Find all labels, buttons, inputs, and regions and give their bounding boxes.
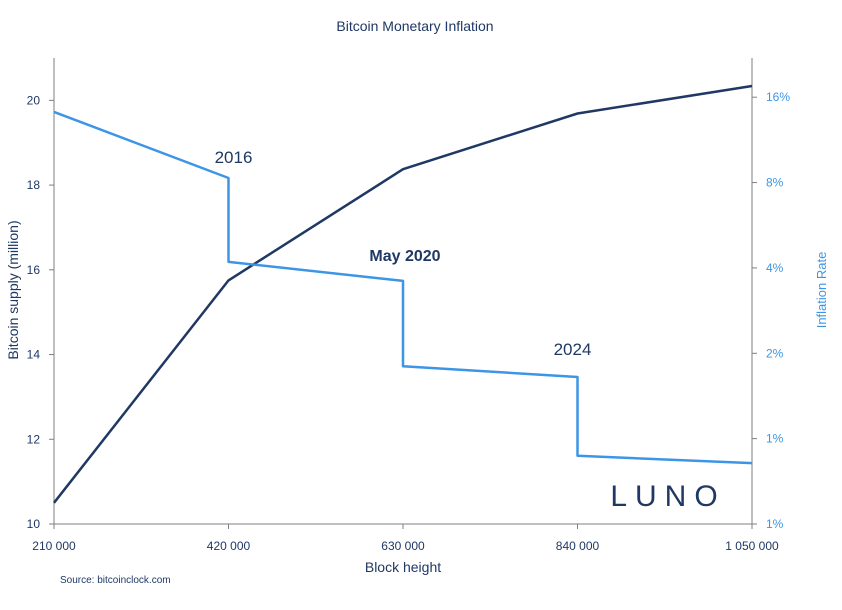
- right-tick-label: 8%: [766, 176, 784, 190]
- right-axis-ticks: 1% 1% 2% 4% 8% 16%: [752, 90, 790, 531]
- left-tick-label: 10: [27, 517, 41, 531]
- right-tick-label: 1%: [766, 432, 784, 446]
- y-axis-label-left: Bitcoin supply (million): [5, 220, 21, 359]
- annotation-label: 2016: [215, 148, 253, 167]
- left-tick-label: 20: [27, 93, 41, 107]
- luno-logo: LUNO: [610, 480, 725, 513]
- annotation-label: 2024: [554, 340, 592, 359]
- x-tick-label: 1 050 000: [725, 539, 779, 553]
- x-axis-label: Block height: [365, 559, 441, 575]
- supply-line: [53, 84, 753, 504]
- inflation-line: [53, 110, 753, 465]
- right-tick-label: 16%: [766, 90, 790, 104]
- annotations: 2016 May 2020 2024: [215, 148, 592, 359]
- annotation-label: May 2020: [369, 248, 440, 265]
- left-tick-label: 14: [27, 348, 41, 362]
- left-axis-ticks: 10 12 14 16 18 20: [27, 93, 54, 531]
- right-tick-label: 2%: [766, 346, 784, 360]
- chart-title: Bitcoin Monetary Inflation: [336, 18, 493, 34]
- x-axis-ticks: 210 000 420 000 630 000 840 000 1 050 000: [32, 524, 779, 553]
- right-tick-label: 1%: [766, 517, 784, 531]
- source-note: Source: bitcoinclock.com: [60, 575, 171, 586]
- x-tick-label: 420 000: [207, 539, 251, 553]
- right-tick-label: 4%: [766, 261, 784, 275]
- left-tick-label: 16: [27, 263, 41, 277]
- y-axis-label-right: Inflation Rate: [814, 252, 829, 329]
- x-tick-label: 840 000: [556, 539, 600, 553]
- series-lines: [53, 84, 753, 504]
- left-tick-label: 12: [27, 432, 41, 446]
- x-tick-label: 210 000: [32, 539, 76, 553]
- left-tick-label: 18: [27, 178, 41, 192]
- x-tick-label: 630 000: [381, 539, 425, 553]
